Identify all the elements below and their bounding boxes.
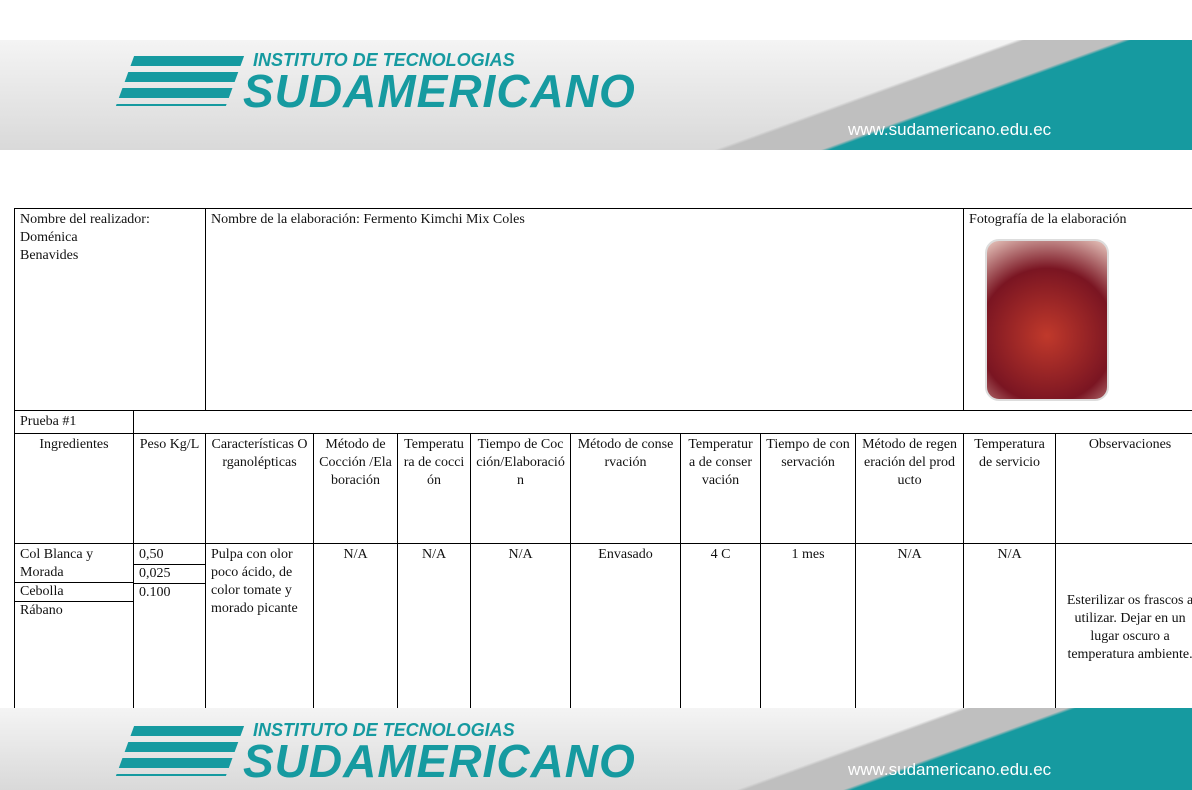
column-header: Método de Cocción /Elaboración [313, 433, 399, 544]
weight: 0,50 [134, 546, 206, 565]
weight: 0,025 [134, 565, 206, 584]
photo-label: Fotografía de la elaboración [969, 212, 1127, 227]
photo [985, 239, 1110, 401]
author-cell: Nombre del realizador: Doménica Benavide… [13, 208, 207, 411]
column-header: Temperatura de cocción [397, 433, 472, 544]
logo-institute: INSTITUTO DE TECNOLOGIAS [253, 50, 515, 70]
detail-cell: 4 C [680, 543, 762, 712]
header-url[interactable]: www.sudamericano.edu.ec [848, 120, 1052, 139]
ingredient: Cebolla [15, 583, 133, 602]
column-header: Temperatura de conservación [680, 433, 762, 544]
logo-institute: INSTITUTO DE TECNOLOGIAS [253, 720, 515, 740]
detail-cell: Envasado [570, 543, 682, 712]
recipe-table: Nombre del realizador: Doménica Benavide… [13, 208, 1192, 712]
column-header: Tiempo de conservación [760, 433, 857, 544]
detail-cell: Esterilizar os frascos a utilizar. Dejar… [1055, 543, 1192, 712]
footer-url[interactable]: www.sudamericano.edu.ec [848, 760, 1052, 779]
data-row: Col Blanca y Morada Cebolla Rábano 0,50 0,02… [14, 543, 1192, 712]
author-label: Nombre del realizador: [20, 212, 150, 227]
column-header: Peso Kg/L [132, 433, 207, 544]
detail-cell: Pulpa con olor poco ácido, de color toma… [205, 543, 315, 712]
detail-cell: N/A [397, 543, 472, 712]
column-header: Tiempo de Cocción/Elaboración [470, 433, 572, 544]
test-cell: Prueba #1 [14, 410, 134, 434]
weight-cell: 0,50 0,025 0.100 [132, 543, 207, 712]
ingredient-cell: Col Blanca y Morada Cebolla Rábano [14, 543, 134, 712]
detail-cell: N/A [313, 543, 399, 712]
ingredient: Col Blanca y Morada [15, 546, 133, 583]
weight: 0.100 [139, 585, 171, 600]
dish-cell: Nombre de la elaboración: Fermento Kimch… [205, 208, 965, 411]
detail-cell: N/A [855, 543, 965, 712]
logo-brand: SUDAMERICANO [243, 65, 636, 117]
photo-cell: Fotografía de la elaboración [963, 208, 1192, 411]
column-header: Características Organolépticas [205, 433, 315, 544]
dish-name: Nombre de la elaboración: Fermento Kimch… [211, 212, 525, 227]
column-header: Ingredientes [14, 433, 134, 544]
test-label: Prueba #1 [20, 414, 77, 429]
header-row: Ingredientes Peso Kg/L Características Org… [14, 433, 1192, 544]
column-header: Temperatura de servicio [963, 433, 1057, 544]
column-header: Observaciones [1055, 433, 1192, 544]
detail-cell: N/A [470, 543, 572, 712]
detail-cell: N/A [963, 543, 1057, 712]
empty-cell [132, 410, 1192, 434]
column-header: Método de regeneración del producto [855, 433, 965, 544]
column-header: Método de conservación [570, 433, 682, 544]
detail-cell: 1 mes [760, 543, 857, 712]
author-line: Benavides [20, 248, 79, 263]
ingredient: Rábano [20, 603, 63, 618]
author-line: Doménica [20, 230, 78, 245]
logo-brand: SUDAMERICANO [243, 735, 636, 787]
header-logo: INSTITUTO DE TECNOLOGIAS SUDAMERICANO [115, 40, 635, 120]
footer-logo: INSTITUTO DE TECNOLOGIAS SUDAMERICANO [115, 710, 635, 790]
